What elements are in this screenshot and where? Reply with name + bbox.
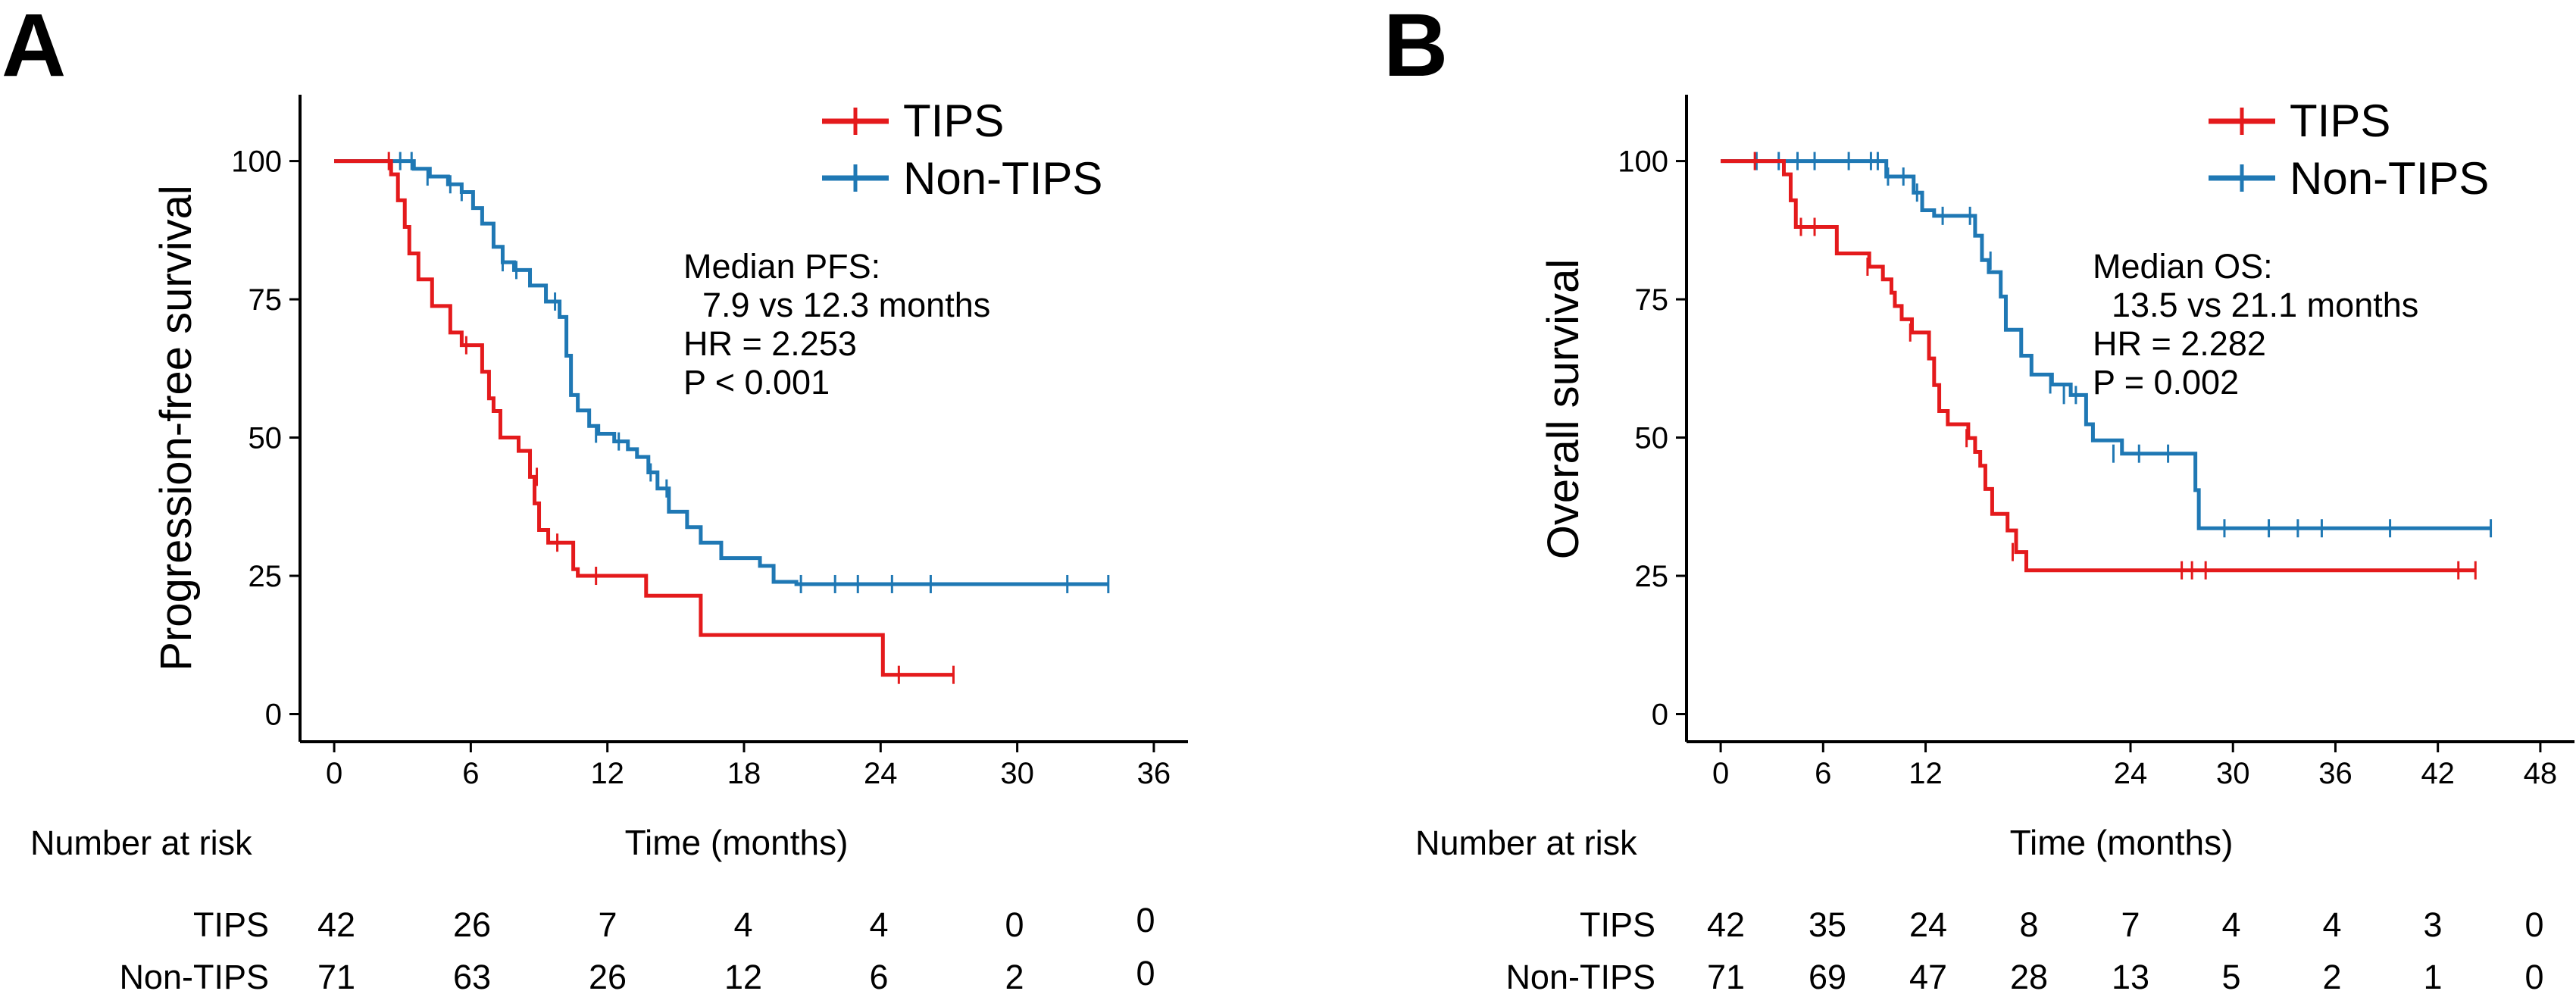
risk-count: 24 <box>1909 905 1947 944</box>
risk-count: 4 <box>733 905 752 944</box>
risk-row-label-tips: TIPS <box>1580 905 1655 944</box>
x-tick-label: 24 <box>2114 757 2148 790</box>
risk-count: 7 <box>598 905 617 944</box>
plot-axes: 0 25 50 75 100 0 6 12 24 30 36 42 48 <box>1618 95 2574 790</box>
y-tick-label: 0 <box>265 699 282 732</box>
km-curve-tips <box>1721 159 2476 573</box>
annotation-line: Median OS: <box>2093 247 2273 286</box>
y-tick-label: 75 <box>249 283 283 317</box>
x-tick-label: 6 <box>1815 757 1831 790</box>
risk-count: 4 <box>2221 905 2240 944</box>
risk-count: 0 <box>1005 905 1024 944</box>
x-axis-label: Time (months) <box>625 823 849 862</box>
x-tick-label: 6 <box>462 757 479 790</box>
km-curve-nontips <box>1721 159 2491 530</box>
risk-count: 42 <box>317 905 355 944</box>
x-tick-label: 42 <box>2421 757 2455 790</box>
risk-count: 2 <box>2322 958 2341 991</box>
risk-count: 42 <box>1707 905 1745 944</box>
x-tick-label: 18 <box>727 757 761 790</box>
risk-count: 71 <box>317 958 355 991</box>
x-tick-label: 30 <box>1000 757 1034 790</box>
risk-count: 3 <box>2423 905 2442 944</box>
risk-count: 5 <box>2221 958 2240 991</box>
risk-count: 26 <box>453 905 491 944</box>
risk-count: 2 <box>1005 958 1024 991</box>
y-tick-label: 50 <box>1635 422 1669 455</box>
risk-count: 0 <box>1136 954 1155 991</box>
plot-curves <box>1721 152 2493 580</box>
x-tick-label: 36 <box>2318 757 2352 790</box>
y-tick-label: 25 <box>1635 560 1669 593</box>
panel-a: A Progression-free survival 0 25 50 75 100 0 6… <box>2 0 1188 991</box>
risk-count: 63 <box>453 958 491 991</box>
risk-count: 0 <box>2524 905 2543 944</box>
annotation-line: P = 0.002 <box>2093 363 2239 402</box>
risk-count: 0 <box>1136 901 1155 939</box>
y-tick-label: 25 <box>249 560 283 593</box>
y-tick-label: 75 <box>1635 283 1669 317</box>
annotation-line: Median PFS: <box>683 247 880 286</box>
y-tick-label: 100 <box>231 145 282 179</box>
risk-row-label-nontips: Non-TIPS <box>119 958 269 991</box>
x-tick-label: 48 <box>2524 757 2558 790</box>
legend-label-nontips: Non-TIPS <box>2290 153 2489 204</box>
risk-count: 4 <box>2322 905 2341 944</box>
x-tick-label: 0 <box>1712 757 1729 790</box>
legend: TIPS Non-TIPS <box>2209 95 2489 204</box>
risk-count: 26 <box>589 958 627 991</box>
annotation-line: HR = 2.282 <box>2093 324 2266 363</box>
risk-count: 69 <box>1809 958 1846 991</box>
x-tick-label: 30 <box>2216 757 2250 790</box>
stats-annotation: Median OS: 13.5 vs 21.1 months HR = 2.28… <box>2093 247 2418 402</box>
stats-annotation: Median PFS: 7.9 vs 12.3 months HR = 2.25… <box>683 247 990 402</box>
risk-count: 8 <box>2019 905 2038 944</box>
risk-count: 6 <box>869 958 888 991</box>
legend: TIPS Non-TIPS <box>822 95 1102 204</box>
risk-count: 13 <box>2112 958 2149 991</box>
x-tick-label: 0 <box>326 757 342 790</box>
km-curve-nontips <box>334 159 1108 586</box>
x-axis-label: Time (months) <box>2010 823 2234 862</box>
plot-axes: 0 25 50 75 100 0 6 12 18 24 30 36 <box>231 95 1188 790</box>
risk-count: 7 <box>2121 905 2140 944</box>
x-tick-label: 24 <box>864 757 898 790</box>
risk-count: 0 <box>2524 958 2543 991</box>
y-axis-label: Overall survival <box>1539 259 1588 559</box>
risk-count: 47 <box>1909 958 1947 991</box>
panel-letter: A <box>2 0 66 95</box>
legend-label-tips: TIPS <box>2290 95 2390 146</box>
annotation-line: 7.9 vs 12.3 months <box>683 286 990 324</box>
plot-curves <box>334 152 1110 684</box>
panel-letter: B <box>1383 0 1448 95</box>
risk-count: 71 <box>1707 958 1745 991</box>
legend-label-nontips: Non-TIPS <box>903 153 1102 204</box>
risk-count: 12 <box>724 958 762 991</box>
x-tick-label: 36 <box>1137 757 1171 790</box>
annotation-line: P < 0.001 <box>683 363 830 402</box>
legend-label-tips: TIPS <box>903 95 1004 146</box>
x-tick-label: 12 <box>590 757 624 790</box>
y-axis-label: Progression-free survival <box>152 185 201 671</box>
risk-row-label-tips: TIPS <box>193 905 269 944</box>
risk-count: 28 <box>2010 958 2048 991</box>
risk-count: 35 <box>1809 905 1846 944</box>
risk-row-label-nontips: Non-TIPS <box>1505 958 1655 991</box>
risk-table-header: Number at risk <box>1415 824 1637 862</box>
km-curve-tips <box>334 159 954 677</box>
y-tick-label: 0 <box>1652 699 1668 732</box>
risk-table-header: Number at risk <box>30 824 252 862</box>
annotation-line: HR = 2.253 <box>683 324 857 363</box>
y-tick-label: 50 <box>249 422 283 455</box>
annotation-line: 13.5 vs 21.1 months <box>2093 286 2418 324</box>
risk-count: 4 <box>869 905 888 944</box>
risk-table: TIPS Non-TIPS 42 35 24 8 7 4 4 3 0 71 69… <box>1505 905 2543 991</box>
x-tick-label: 12 <box>1909 757 1943 790</box>
risk-count: 1 <box>2423 958 2442 991</box>
risk-table: TIPS Non-TIPS 42 26 7 4 4 0 0 71 63 26 1… <box>119 901 1155 991</box>
y-tick-label: 100 <box>1618 145 1668 179</box>
